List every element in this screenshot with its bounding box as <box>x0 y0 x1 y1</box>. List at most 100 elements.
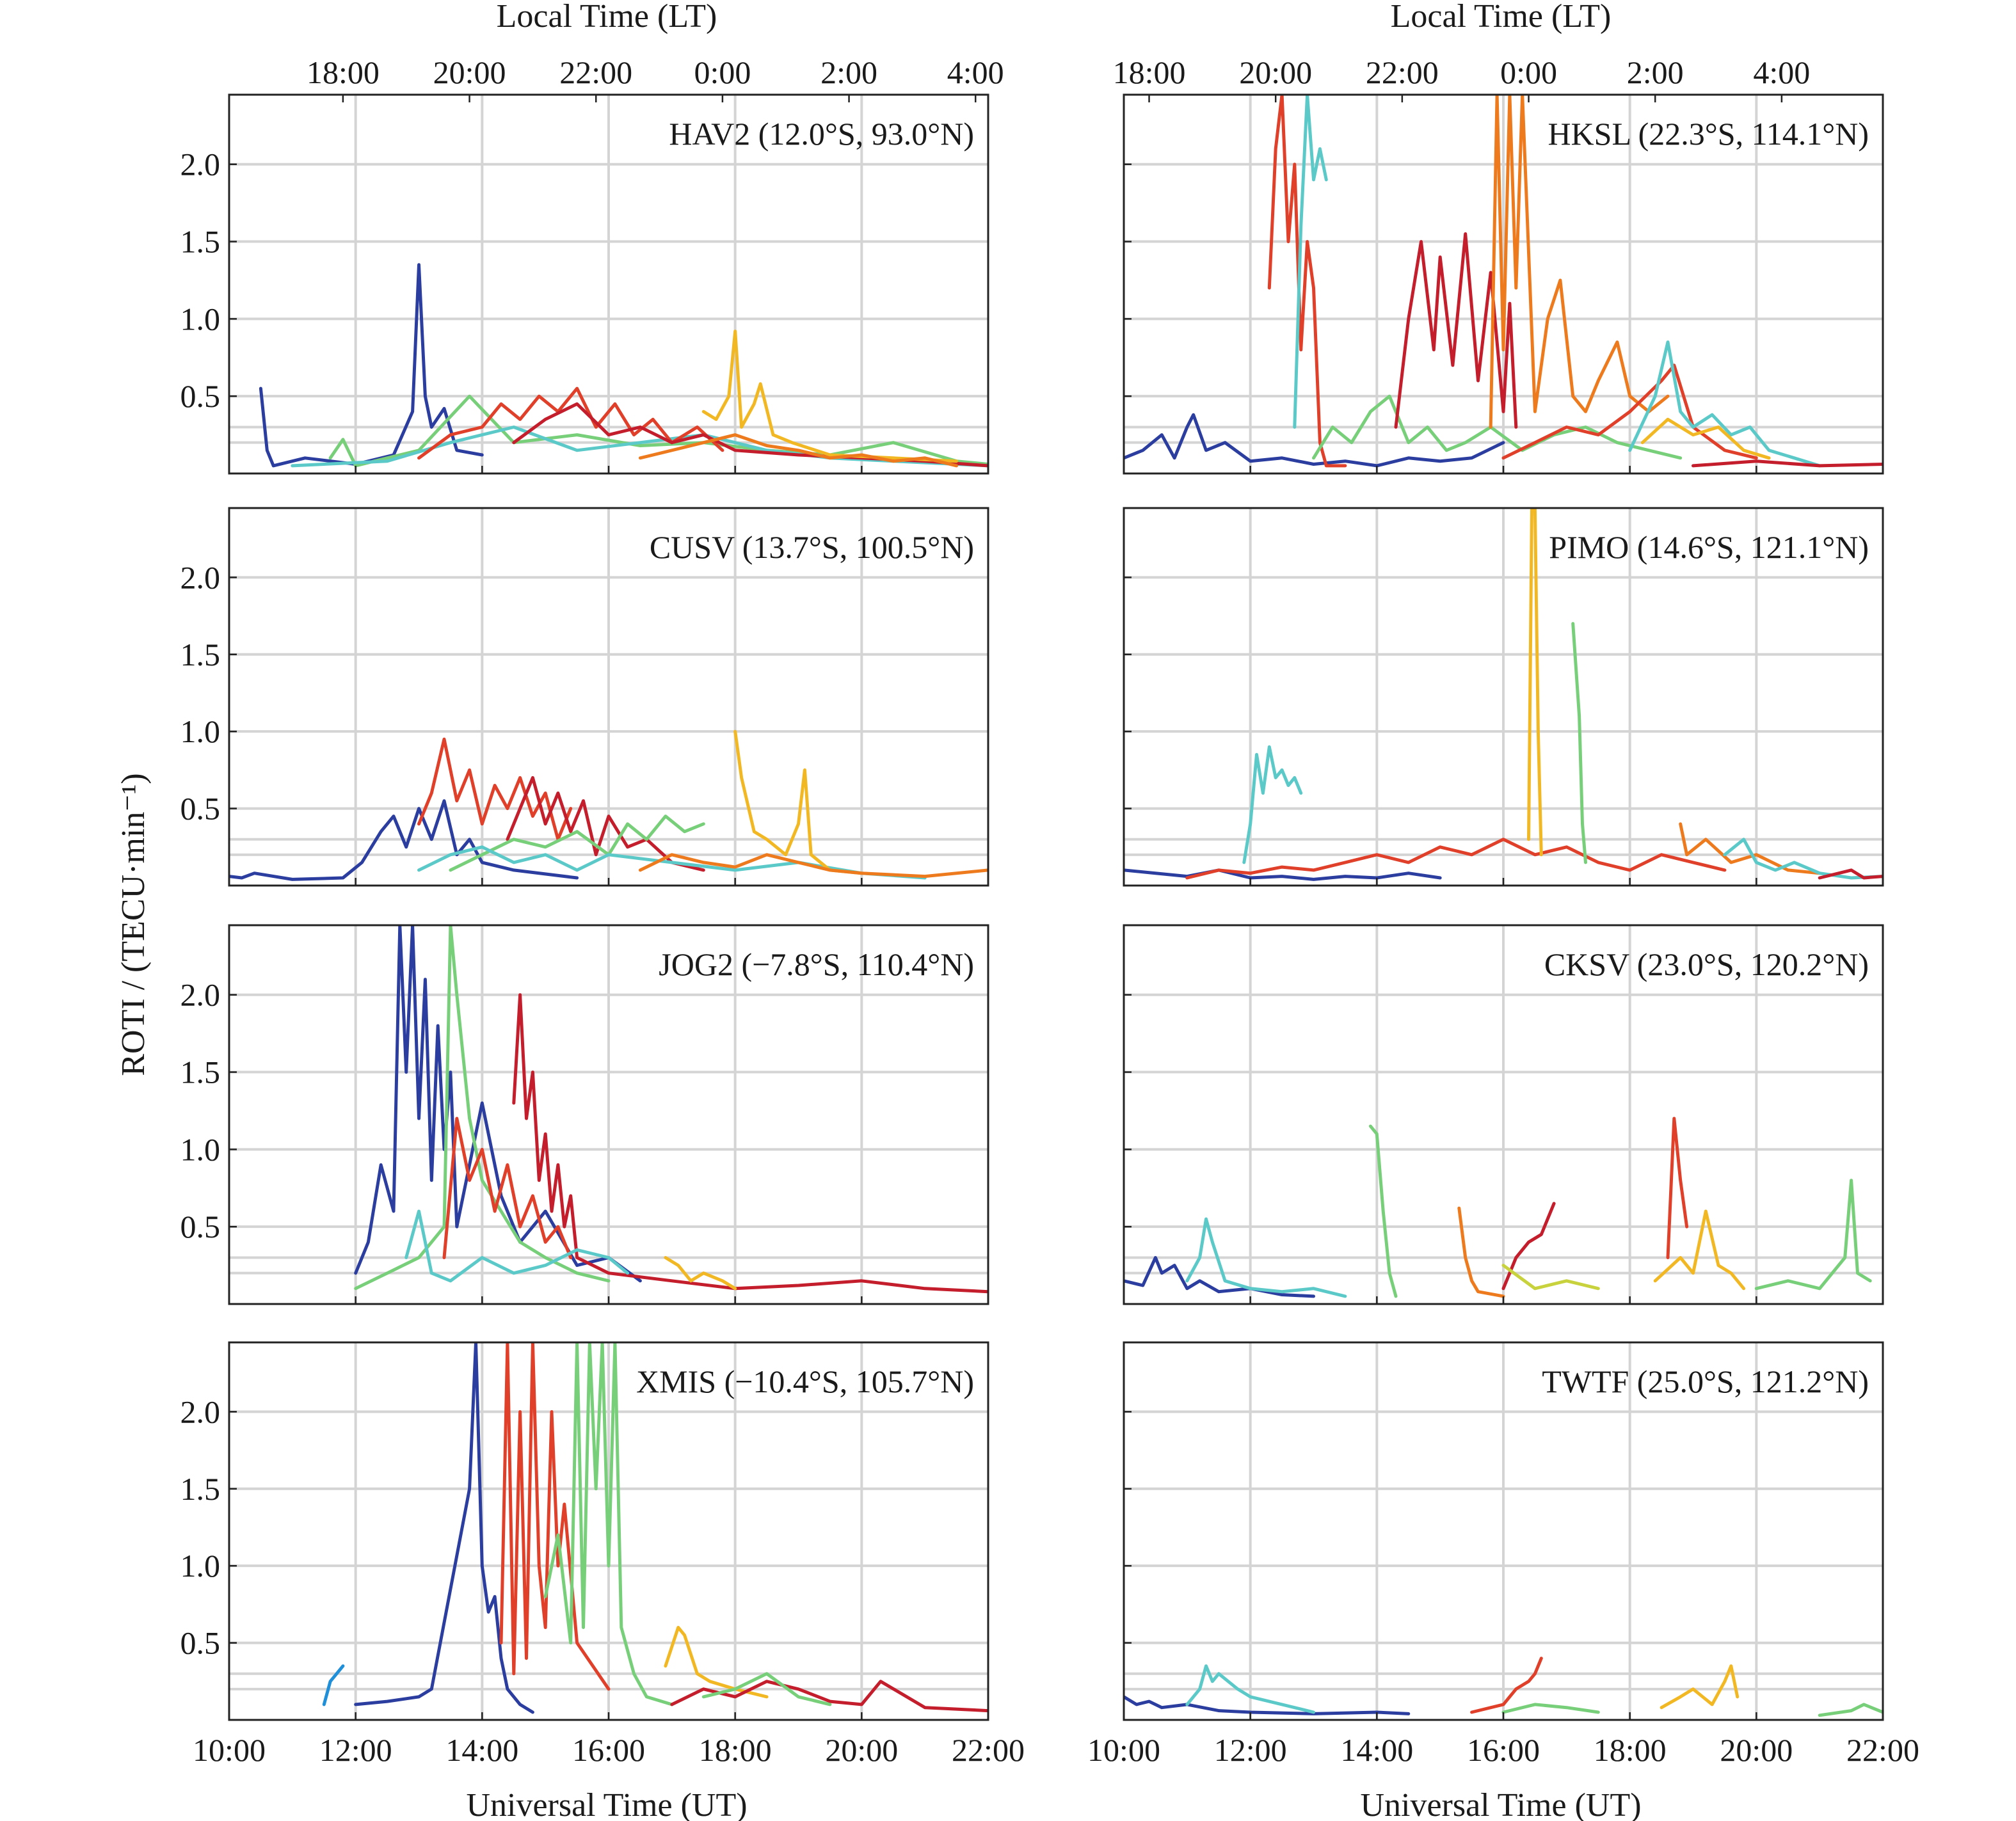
station-label: PIMO (14.6°S, 121.1°N) <box>1549 529 1869 565</box>
series-group <box>1124 1117 1872 1298</box>
y-tick-label: 2.0 <box>180 1394 221 1429</box>
ut-tick-label: 16:00 <box>1467 1732 1540 1768</box>
roti-series-3 <box>1368 1124 1398 1298</box>
roti-series-1 <box>322 1664 345 1706</box>
y-tick-label: 2.0 <box>180 147 221 182</box>
roti-series-4 <box>1527 508 1543 857</box>
y-tick-label: 0.5 <box>180 791 221 827</box>
y-tick-label: 1.5 <box>180 1471 221 1507</box>
roti-series-7 <box>1501 363 1758 460</box>
ut-tick-label: 20:00 <box>1720 1732 1793 1768</box>
roti-series-1 <box>1124 413 1505 468</box>
y-tick-label: 0.5 <box>180 1625 221 1661</box>
roti-series-9 <box>1754 1179 1872 1291</box>
roti-series-7 <box>1666 1117 1689 1259</box>
y-tick-label: 1.5 <box>180 224 221 260</box>
panel-4: PIMO (14.6°S, 121.1°N) <box>1123 507 1884 887</box>
ut-tick-label: 10:00 <box>1087 1732 1160 1768</box>
ut-tick-label: 14:00 <box>1340 1732 1413 1768</box>
roti-series-6 <box>1818 1703 1883 1717</box>
roti-series-2 <box>1185 1664 1315 1714</box>
lt-tick-label: 22:00 <box>1366 54 1439 90</box>
roti-series-1 <box>1124 868 1442 881</box>
roti-series-1 <box>1124 1695 1411 1715</box>
roti-series-1 <box>229 799 579 881</box>
roti-series-3 <box>442 1117 573 1259</box>
roti-series-7 <box>701 1672 832 1706</box>
lt-tick-label: 22:00 <box>559 54 632 90</box>
roti-series-4 <box>1501 1703 1600 1714</box>
roti-series-4 <box>417 386 724 460</box>
roti-series-3 <box>1293 95 1328 429</box>
series-group <box>354 925 988 1294</box>
panel-7: 0.5 1.0 1.5 2.0 10:00 12:00 14:00 16:00 18:00 20:… <box>180 1341 1025 1768</box>
ut-tick-label: 10:00 <box>193 1732 266 1768</box>
roti-series-8 <box>1628 340 1821 468</box>
series-group <box>259 263 988 468</box>
lt-tick-label: 0:00 <box>1500 54 1557 90</box>
roti-series-4 <box>1457 1206 1505 1298</box>
roti-series-3 <box>1185 838 1727 880</box>
y-tick-label: 1.5 <box>180 637 221 672</box>
ut-tick-label: 16:00 <box>572 1732 645 1768</box>
roti-series-4 <box>512 993 988 1294</box>
panel-6: CKSV (23.0°S, 120.2°N) <box>1123 924 1884 1305</box>
roti-series-7 <box>1723 838 1883 880</box>
series-group <box>1124 1657 1883 1717</box>
station-label: HAV2 (12.0°S, 93.0°N) <box>669 116 974 152</box>
roti-series-6 <box>664 1256 737 1291</box>
series-group <box>1124 508 1883 881</box>
lt-tick-label: 20:00 <box>433 54 506 90</box>
ut-tick-label: 20:00 <box>825 1732 898 1768</box>
roti-series-5 <box>1571 622 1587 864</box>
y-tick-label: 1.0 <box>180 1131 221 1167</box>
roti-series-1 <box>259 263 484 468</box>
station-label: TWTF (25.0°S, 121.2°N) <box>1542 1364 1869 1399</box>
panel-5: 0.5 1.0 1.5 2.0 JOG2 (−7.8°S, 110.4°N) <box>180 924 989 1305</box>
ut-tick-label: 18:00 <box>1594 1732 1667 1768</box>
lt-tick-label: 20:00 <box>1239 54 1312 90</box>
roti-series-2 <box>417 737 573 841</box>
roti-series-6 <box>1679 822 1821 875</box>
roti-series-2 <box>1267 95 1347 468</box>
roti-series-7 <box>638 853 988 879</box>
roti-series-6 <box>1489 95 1670 429</box>
roti-series-8 <box>1818 868 1883 880</box>
local-time-title-right: Local Time (LT) <box>1391 0 1612 35</box>
local-time-title-left: Local Time (LT) <box>497 0 717 35</box>
roti-series-2 <box>354 925 611 1291</box>
lt-tick-label: 4:00 <box>1753 54 1810 90</box>
roti-series-3 <box>1470 1657 1543 1714</box>
roti-series-5 <box>664 1626 769 1699</box>
roti-series-8 <box>1653 1209 1746 1291</box>
y-tick-label: 0.5 <box>180 378 221 414</box>
universal-time-title-left: Universal Time (UT) <box>466 1787 747 1821</box>
roti-series-2 <box>354 1342 534 1714</box>
station-label: CUSV (13.7°S, 100.5°N) <box>650 529 974 565</box>
ut-tick-label: 12:00 <box>319 1732 392 1768</box>
lt-tick-label: 18:00 <box>307 54 380 90</box>
universal-time-title-right: Universal Time (UT) <box>1360 1787 1641 1821</box>
panel-1: 0.5 1.0 1.5 2.0 18:00 20:00 22:00 0:00 2:00 4:00 H… <box>180 54 1004 475</box>
y-tick-label: 2.0 <box>180 977 221 1013</box>
station-label: HKSL (22.3°S, 114.1°N) <box>1548 116 1869 152</box>
y-tick-label: 0.5 <box>180 1209 221 1244</box>
roti-series-5 <box>1660 1664 1740 1710</box>
ut-tick-label: 22:00 <box>952 1732 1025 1768</box>
roti-series-5 <box>1394 232 1518 429</box>
panel-3: 0.5 1.0 1.5 2.0 CUSV (13.7°S, 100.5°N) <box>180 507 989 887</box>
panel-2: 18:00 20:00 22:00 0:00 2:00 4:00 HKSL (22.3°S,… <box>1113 54 1884 475</box>
y-tick-label: 1.0 <box>180 1548 221 1584</box>
y-axis-title: ROTI / (TECU·min⁻¹) <box>115 773 152 1076</box>
panel-8: 10:00 12:00 14:00 16:00 18:00 20:00 22:00 TWTF … <box>1087 1341 1919 1768</box>
y-tick-label: 1.0 <box>180 301 221 337</box>
roti-series-5 <box>404 1209 630 1283</box>
series-group <box>229 729 988 881</box>
lt-tick-label: 2:00 <box>1627 54 1684 90</box>
ut-tick-label: 18:00 <box>699 1732 772 1768</box>
y-tick-label: 1.0 <box>180 713 221 749</box>
ut-tick-label: 12:00 <box>1214 1732 1287 1768</box>
station-label: JOG2 (−7.8°S, 110.4°N) <box>659 946 974 982</box>
roti-series-5 <box>1501 1202 1556 1291</box>
roti-series-2 <box>1185 1217 1347 1298</box>
